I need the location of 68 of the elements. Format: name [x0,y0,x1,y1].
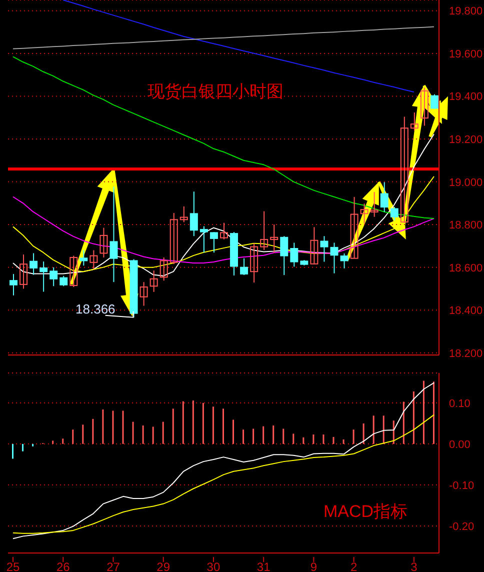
y-tick-label: -0.10 [449,480,474,492]
line-series [12,26,434,50]
y-tick-label: 19.000 [449,176,483,189]
x-tick-label: 2 [350,560,358,572]
candlestick [70,255,78,288]
candlestick [170,212,178,265]
candlestick [280,236,288,276]
candlestick [420,87,428,126]
candlestick [320,236,328,262]
line-series [12,56,434,220]
candlestick [30,252,38,276]
y-tick-label: 0.10 [449,398,470,410]
text: 现货白银四小时图 [148,82,284,101]
y-tick-label: 18.600 [449,262,483,274]
x-tick-label: 31 [256,560,271,572]
line-series [12,382,434,540]
candlestick [250,242,258,284]
y-tick-label: 0.00 [449,438,470,451]
candlestick [190,191,198,237]
candlestick [340,252,348,269]
x-tick-label: 3 [410,560,418,572]
x-tick-label: 25 [6,560,20,572]
annotation: 18.366 [76,301,116,316]
x-tick-label: 30 [206,560,220,572]
candlestick [400,116,408,224]
x-tick-label: 26 [56,560,70,572]
line-series [12,414,434,534]
candlestick [200,226,208,254]
candlestick [380,182,388,212]
candlestick [210,232,218,254]
candlestick [50,266,58,287]
candlestick [60,275,68,287]
candlestick [90,250,98,270]
candlestick [430,94,438,110]
candlestick [100,227,108,258]
candlestick [140,282,148,306]
y-tick-label: 18.200 [449,348,483,360]
candlestick [160,256,168,282]
candlestick [180,206,188,223]
y-tick-label: 18.400 [449,305,483,318]
candlestick [240,258,248,276]
y-tick-label: 19.400 [449,91,483,104]
candlestick [40,261,48,292]
candlestick [310,226,318,265]
x-tick-label: 27 [106,560,120,572]
y-tick-label: -0.20 [449,520,474,533]
text: MACD指标 [323,502,408,521]
candlestick [370,192,378,218]
candlestick [350,196,358,259]
candlestick [220,222,228,240]
candlestick [10,273,18,296]
candlestick [20,254,28,290]
y-tick-label: 19.200 [449,134,483,146]
candlestick [290,242,298,268]
candlestick [110,186,118,283]
candlestick [150,270,158,292]
candlestick [410,112,418,132]
y-tick-label: 19.600 [449,48,483,60]
y-tick-label: 18.800 [449,220,483,232]
y-tick-label: 19.800 [449,6,483,18]
candlestick [330,242,338,274]
x-tick-label: 29 [156,560,170,572]
candlestick [390,206,398,221]
candlestick [360,203,368,224]
candlestick [260,210,268,250]
candlestick [80,250,88,266]
candlestick [270,224,278,254]
x-tick-label: 9 [310,560,318,572]
